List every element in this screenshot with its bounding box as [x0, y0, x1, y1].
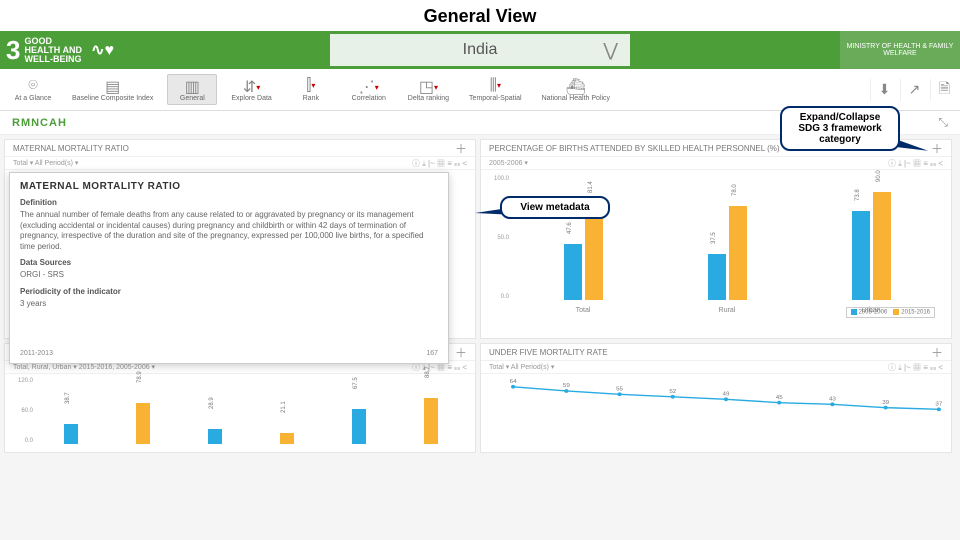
country-label: India	[463, 41, 498, 59]
collapse-icon[interactable]: ⤡	[938, 115, 948, 130]
panel-filters[interactable]: Total ▾ All Period(s) ▾	[489, 363, 554, 371]
svg-text:49: 49	[723, 392, 731, 398]
corr-icon: ⋰	[359, 77, 379, 95]
download-icon[interactable]: ⬇	[870, 79, 892, 101]
tab-label: General	[180, 95, 205, 102]
per-heading: Periodicity of the indicator	[20, 287, 438, 297]
foot-period: 2011-2013	[20, 350, 53, 357]
svg-text:43: 43	[829, 397, 837, 403]
panel-filters[interactable]: Total, Rural, Urban ▾ 2015-2016, 2005-20…	[13, 363, 155, 371]
header-actions: ⬇ ↗ 🗎	[870, 79, 952, 101]
tab-rank[interactable]: ⫿Rank	[286, 75, 336, 104]
panels-grid: MATERNAL MORTALITY RATIO ＋ Total ▾ All P…	[0, 135, 960, 457]
share-icon[interactable]: ↗	[900, 79, 922, 101]
foot-value: 167	[426, 350, 438, 357]
chevron-down-icon: ⋁	[603, 40, 618, 61]
panel-filters[interactable]: 2005-2006 ▾	[489, 159, 528, 167]
expand-icon[interactable]: ＋	[931, 140, 943, 157]
tab-label: National Health Policy	[542, 95, 610, 102]
panel-tools[interactable]: ⓘ ⤓ |~ ▦ ≡ ☷ <	[412, 158, 467, 169]
baseline-icon: ▤	[105, 77, 120, 95]
rank-icon: ⫿	[306, 77, 315, 95]
tab-temporal[interactable]: ⫼Temporal-Spatial	[463, 75, 528, 104]
heartbeat-icon: ∿♥	[91, 40, 114, 60]
tab-explore[interactable]: ⇵Explore Data	[225, 75, 277, 104]
tab-label: At a Glance	[15, 95, 52, 102]
view-tabs: ⌾At a Glance ▤Baseline Composite Index ▥Ge…	[0, 69, 960, 111]
report-icon[interactable]: 🗎	[930, 79, 952, 101]
metadata-popup: MATERNAL MORTALITY RATIO Definition The …	[9, 172, 449, 364]
tab-baseline[interactable]: ▤Baseline Composite Index	[66, 75, 159, 104]
panel-tools[interactable]: ⓘ ⤓ |~ ▦ ≡ ☷ <	[888, 158, 943, 169]
bar: 88.7	[424, 398, 438, 444]
header-bar: 3 GOOD HEALTH AND WELL-BEING ∿♥ India ⋁ …	[0, 31, 960, 69]
expand-icon[interactable]: ＋	[455, 140, 467, 157]
expand-icon[interactable]: ＋	[455, 344, 467, 361]
tab-label: Explore Data	[231, 95, 271, 102]
tab-label: Delta ranking	[408, 95, 449, 102]
bar: 28.9	[208, 429, 222, 444]
def-text: The annual number of female deaths from …	[20, 210, 438, 252]
bar: 21.1	[280, 433, 294, 444]
bar: 38.7	[64, 424, 78, 444]
bar: 90.0	[873, 192, 891, 300]
panel-title: PERCENTAGE OF BIRTHS ATTENDED BY SKILLED…	[489, 144, 780, 153]
tab-label: Rank	[303, 95, 319, 102]
general-icon: ▥	[185, 77, 200, 95]
bar: 78.9	[136, 403, 150, 444]
line-chart: 64 59 55 52 49 45 43 39 37	[481, 374, 951, 452]
bar: 78.0	[729, 206, 747, 300]
sdg-number: 3	[6, 35, 20, 66]
chart-legend: 2005-2006 2015-2016	[846, 307, 935, 318]
explore-icon: ⇵	[243, 77, 260, 95]
panel-u5mr: UNDER FIVE MORTALITY RATE ＋ Total ▾ All …	[480, 343, 952, 453]
metadata-title: MATERNAL MORTALITY RATIO	[20, 181, 438, 192]
bar: 67.5	[352, 409, 366, 444]
tab-nhp[interactable]: ⛴National Health Policy	[536, 75, 616, 104]
bar-chart: 47.681.4Total37.578.0Rural73.890.0Urban	[481, 170, 951, 320]
callout-view-metadata: View metadata	[500, 196, 610, 219]
bar: 37.5	[708, 254, 726, 300]
tab-delta[interactable]: ◳Delta ranking	[402, 75, 455, 104]
temporal-icon: ⫼	[490, 77, 501, 95]
ministry-logo: MINISTRY OF HEALTH & FAMILY WELFARE	[840, 31, 960, 69]
ds-text: ORGI - SRS	[20, 270, 438, 280]
svg-text:39: 39	[882, 400, 890, 406]
ds-heading: Data Sources	[20, 258, 438, 268]
panel-mmr: MATERNAL MORTALITY RATIO ＋ Total ▾ All P…	[4, 139, 476, 339]
panel-tools[interactable]: ⓘ ⤓ |~ ▦ ≡ ☷ <	[888, 362, 943, 373]
tab-label: Temporal-Spatial	[469, 95, 522, 102]
tab-glance[interactable]: ⌾At a Glance	[8, 75, 58, 104]
tab-label: Baseline Composite Index	[72, 95, 153, 102]
tab-label: Correlation	[352, 95, 386, 102]
bar: 73.8	[852, 211, 870, 300]
svg-text:55: 55	[616, 387, 624, 393]
panel-filters[interactable]: Total ▾ All Period(s) ▾	[13, 159, 78, 167]
sdg-text: GOOD HEALTH AND WELL-BEING	[24, 37, 85, 64]
svg-text:52: 52	[669, 389, 676, 395]
panel-title: MATERNAL MORTALITY RATIO	[13, 144, 129, 153]
nhp-icon: ⛴	[566, 77, 586, 95]
sdg3-logo: 3 GOOD HEALTH AND WELL-BEING ∿♥	[0, 31, 120, 69]
per-text: 3 years	[20, 299, 438, 309]
bar-chart: 38.7 78.9 28.9 21.1 67.5 88.7	[5, 374, 475, 452]
svg-text:59: 59	[563, 383, 571, 389]
panel-title: UNDER FIVE MORTALITY RATE	[489, 348, 608, 357]
country-selector[interactable]: India ⋁	[330, 34, 630, 66]
svg-text:64: 64	[510, 379, 518, 385]
bar: 47.6	[564, 244, 582, 300]
svg-text:45: 45	[776, 395, 784, 401]
panel-births-skilled: PERCENTAGE OF BIRTHS ATTENDED BY SKILLED…	[480, 139, 952, 339]
tab-corr[interactable]: ⋰Correlation	[344, 75, 394, 104]
expand-icon[interactable]: ＋	[931, 344, 943, 361]
callout-expand-collapse: Expand/Collapse SDG 3 framework category	[780, 106, 900, 151]
def-heading: Definition	[20, 198, 438, 208]
tab-general[interactable]: ▥General	[167, 74, 217, 105]
delta-icon: ◳	[419, 77, 438, 95]
category-label: RMNCAH	[12, 117, 67, 129]
glance-icon: ⌾	[28, 77, 38, 95]
slide-title: General View	[0, 0, 960, 31]
svg-text:37: 37	[935, 402, 942, 408]
